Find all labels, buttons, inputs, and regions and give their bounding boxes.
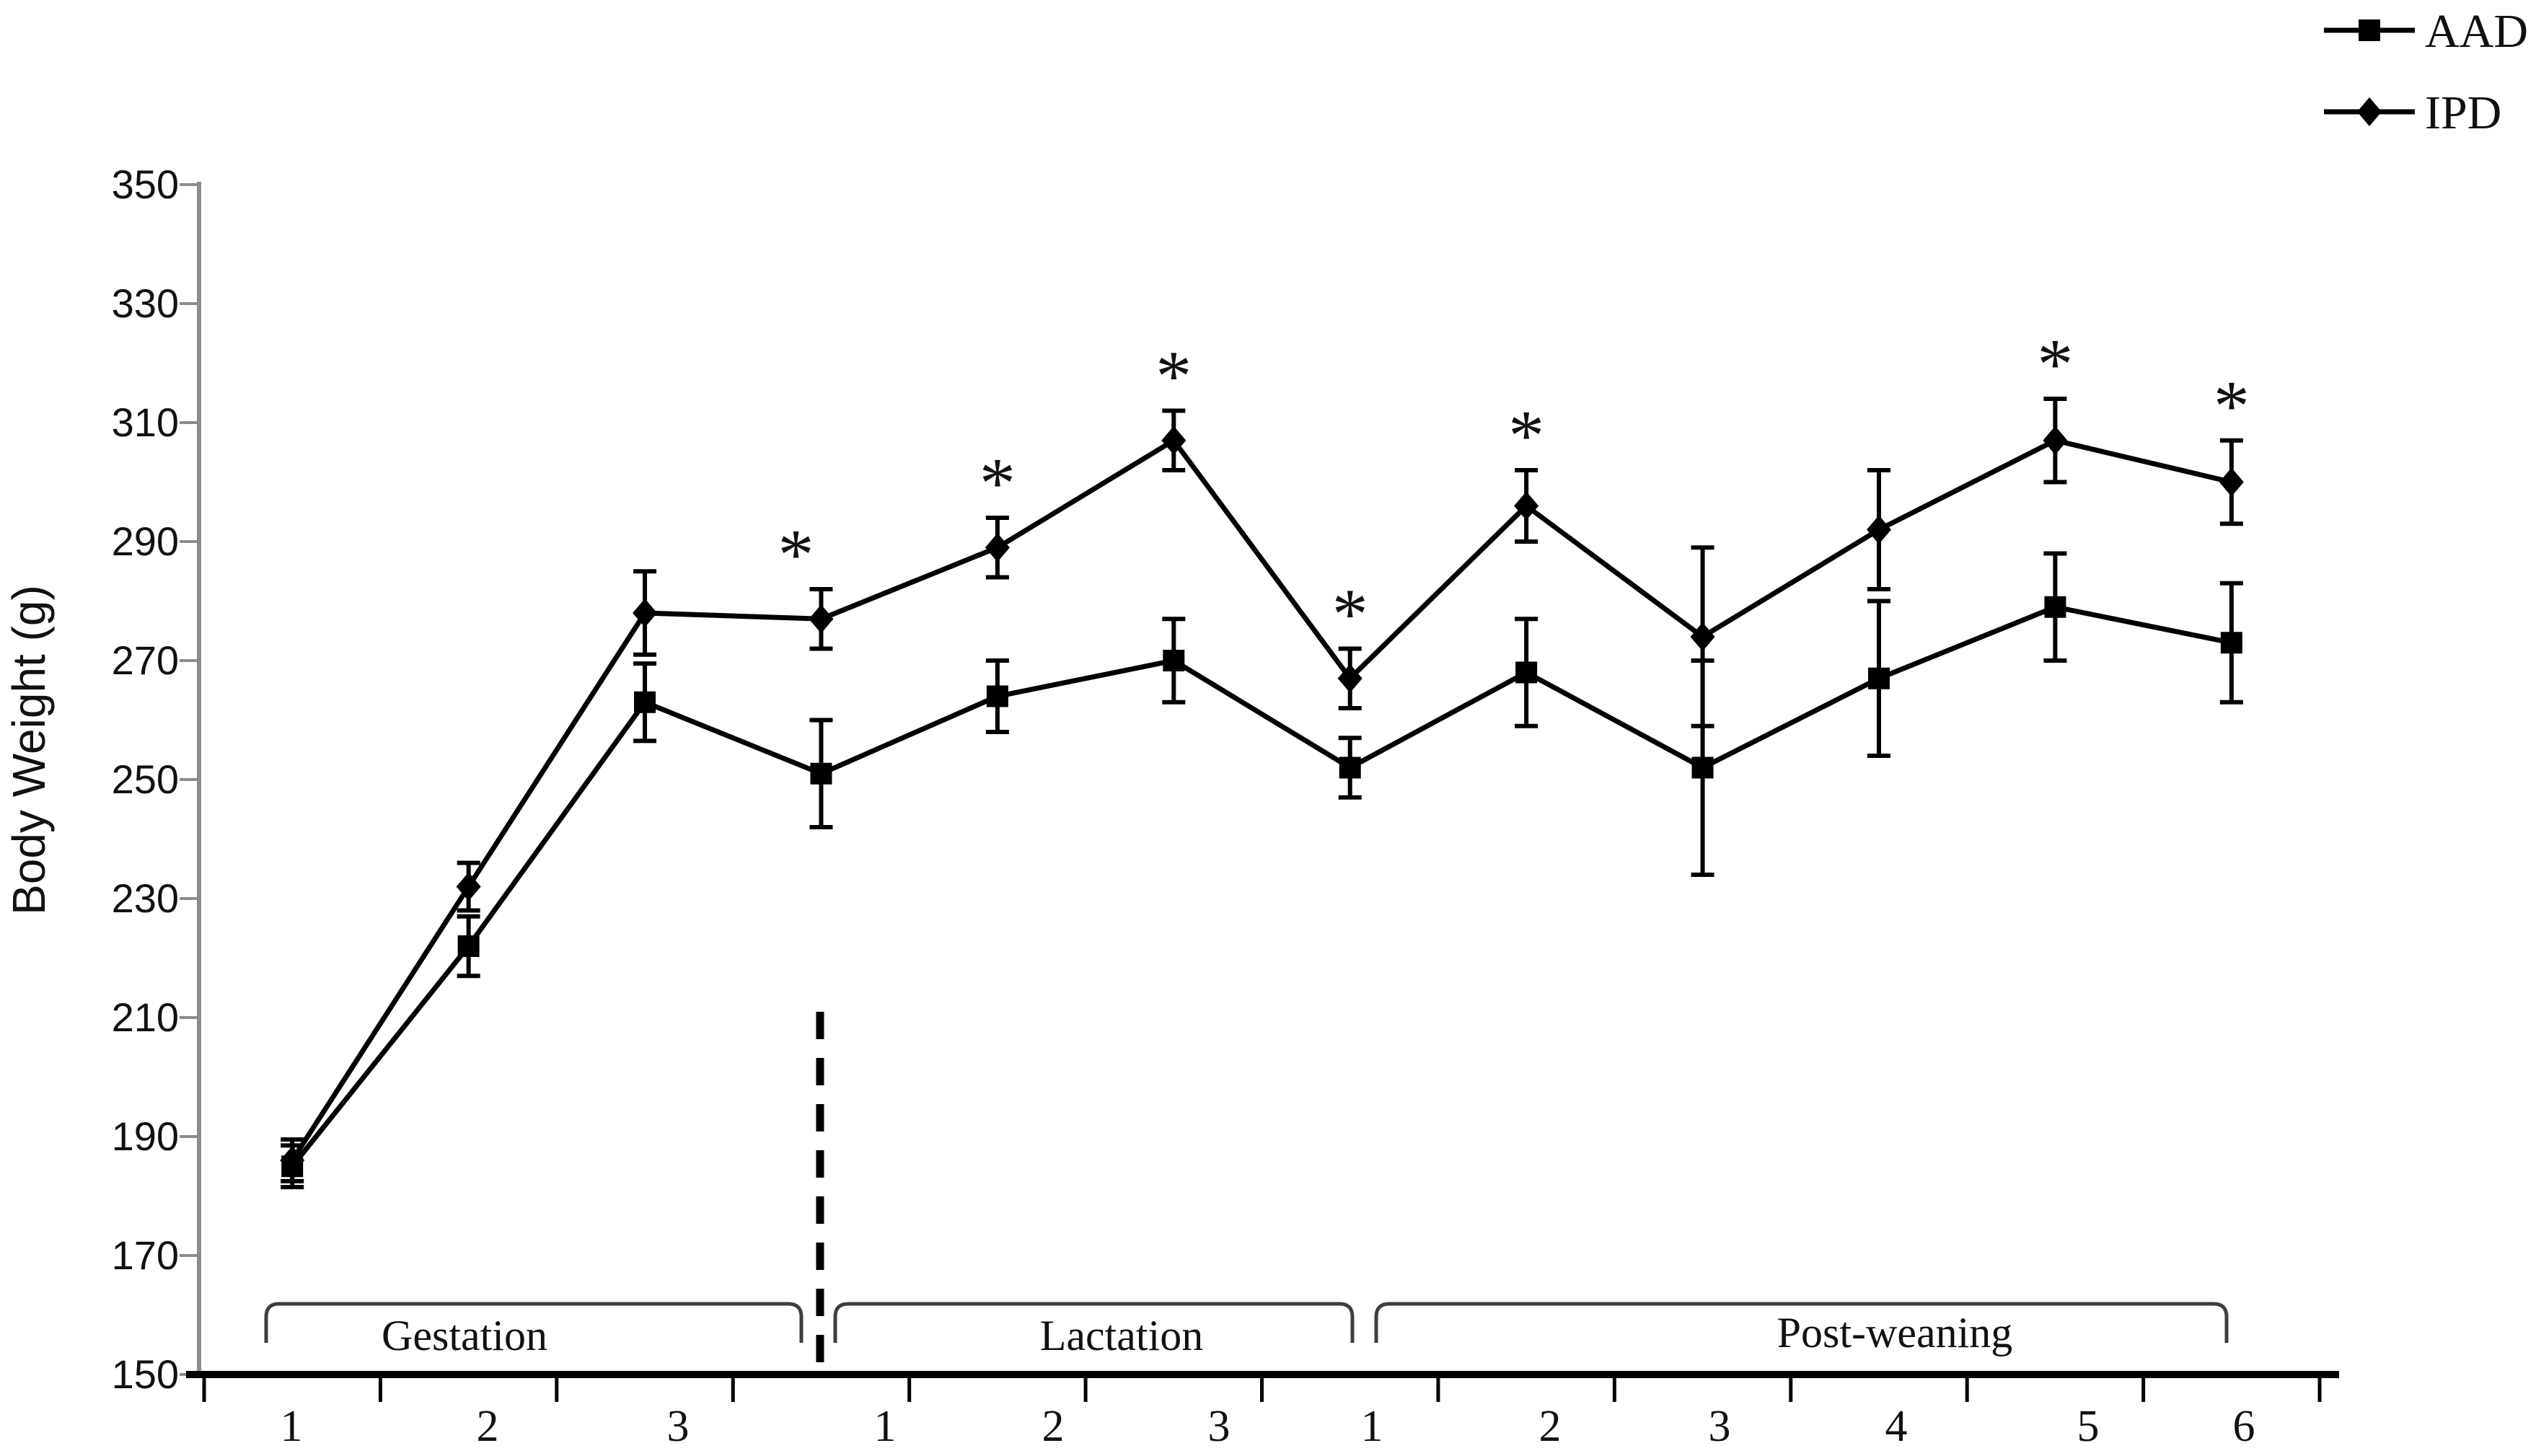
x-tick-label: 3: [1208, 1402, 1230, 1451]
phase-label-gestation: Gestation: [382, 1312, 547, 1359]
AAD-series-line: [290, 604, 2232, 1168]
y-tick-label: 210: [112, 994, 179, 1040]
IPD-diamond-marker: [985, 533, 1010, 562]
AAD-square-marker: [1163, 650, 1185, 671]
IPD-diamond-marker: [1337, 663, 1362, 693]
x-tick-label: 1: [1361, 1402, 1383, 1451]
y-tick-label: 250: [112, 756, 179, 802]
IPD-diamond-marker: [1161, 425, 1186, 455]
legend: AAD IPD: [2324, 5, 2528, 139]
AAD-square-marker: [1515, 661, 1538, 684]
significance-asterisk: *: [2214, 366, 2250, 446]
lactation-bracket: [833, 1302, 1355, 1343]
x-tick-label: 2: [1539, 1402, 1562, 1451]
legend-entry-ipd: IPD: [2324, 87, 2501, 139]
y-tick-label: 270: [112, 637, 179, 683]
AAD-square-marker: [1867, 667, 1890, 689]
y-tick-label: 330: [112, 281, 179, 326]
x-tick-label: 5: [2077, 1402, 2100, 1451]
AAD-square-marker: [2220, 632, 2242, 654]
y-tick-label: 290: [112, 519, 179, 564]
AAD-square-marker: [2044, 596, 2066, 618]
y-axis-title: Body Weight (g): [3, 585, 55, 915]
x-tick-label: 2: [477, 1402, 499, 1451]
AAD-square-marker: [1691, 756, 1714, 779]
ipd-diamond-marker-icon: [2357, 97, 2382, 126]
legend-entry-aad: AAD: [2324, 5, 2528, 58]
y-tick-label: 230: [112, 875, 179, 921]
significance-asterisk: *: [1155, 336, 1192, 416]
chart-geometry-layer: * * * * * * *: [180, 182, 2339, 1402]
IPD-diamond-marker: [1514, 491, 1539, 521]
IPD-diamond-marker: [809, 604, 834, 634]
aad-square-marker-icon: [2359, 19, 2380, 41]
y-tick-label: 170: [112, 1232, 179, 1278]
y-tick-label: 310: [112, 400, 179, 445]
x-tick-label: 2: [1042, 1402, 1065, 1451]
x-tick-label: 3: [667, 1402, 690, 1451]
AAD-square-marker: [634, 691, 656, 713]
x-tick-label: 6: [2233, 1402, 2255, 1451]
x-tick-label: 1: [281, 1402, 303, 1451]
IPD-diamond-marker: [633, 599, 658, 627]
AAD-square-marker: [810, 762, 832, 785]
IPD-diamond-marker: [2219, 467, 2244, 497]
significance-asterisk: *: [1508, 395, 1544, 475]
AAD-square-marker: [986, 685, 1008, 707]
x-tick-label: 3: [1709, 1402, 1731, 1451]
x-tick-label: 1: [874, 1402, 897, 1451]
AAD-square-marker: [1339, 756, 1361, 779]
significance-asterisk: *: [1332, 574, 1368, 654]
significance-asterisk: *: [778, 514, 814, 594]
post-weaning-bracket: [1374, 1302, 2229, 1343]
y-tick-label: 350: [112, 162, 179, 207]
phase-label-lactation: Lactation: [1040, 1312, 1204, 1359]
x-tick-label: 4: [1885, 1402, 1908, 1451]
AAD-square-marker: [457, 935, 480, 957]
AAD-square-marker: [281, 1155, 304, 1178]
significance-asterisk: *: [979, 443, 1016, 523]
y-tick-label: 150: [112, 1351, 179, 1397]
legend-label-aad: AAD: [2425, 5, 2528, 58]
IPD-diamond-marker: [456, 872, 481, 901]
IPD-diamond-marker: [1866, 515, 1891, 544]
IPD-diamond-marker: [2043, 425, 2068, 455]
IPD-diamond-marker: [1690, 622, 1715, 651]
phase-label-post-weaning: Post-weaning: [1777, 1309, 2013, 1356]
legend-label-ipd: IPD: [2425, 87, 2501, 139]
gestation-bracket: [264, 1302, 803, 1343]
significance-asterisk: *: [2037, 324, 2073, 404]
y-tick-label: 190: [112, 1113, 179, 1159]
IPD-series-line: [290, 437, 2232, 1162]
